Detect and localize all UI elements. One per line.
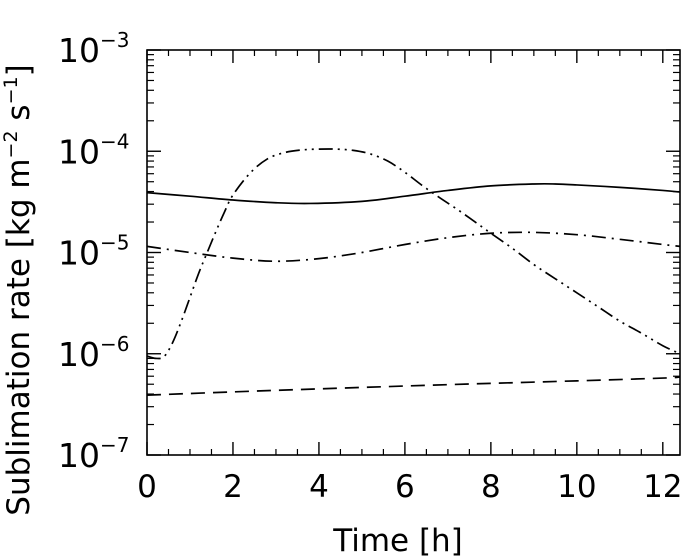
plot-frame [146, 49, 681, 456]
plot-area-border [146, 49, 681, 456]
x-axis-ticks [146, 50, 664, 455]
y-axis-ticks [147, 49, 680, 456]
y-tick-label: 10−5 [58, 231, 129, 273]
y-tick-label: 10−7 [58, 433, 129, 475]
x-tick-label: 8 [481, 469, 501, 505]
series-line-solid [146, 182, 681, 205]
x-tick-label: 12 [643, 469, 682, 505]
y-axis-label: Sublimation rate [kg m−2 s−1] [0, 64, 37, 515]
series-line-dashdot [146, 231, 681, 263]
y-tick-label: 10−4 [58, 129, 129, 171]
x-axis-label: Time [h] [332, 523, 463, 559]
series-line-dashdotdot [146, 148, 681, 360]
series-line-dashed [146, 376, 681, 396]
y-axis-label-close: ] [1, 64, 37, 76]
x-tick-label: 2 [223, 469, 243, 505]
y-axis-label-main: Sublimation rate [kg m [1, 158, 37, 515]
series-layer [146, 148, 681, 396]
x-tick-label: 10 [557, 469, 596, 505]
y-axis-label-exp-2: −1 [0, 76, 22, 104]
y-axis-tick-labels: 10−7 10−6 10−5 10−4 10−3 [58, 28, 129, 475]
x-tick-label: 0 [137, 469, 157, 505]
y-tick-label: 10−6 [58, 332, 129, 374]
y-tick-label: 10−3 [58, 28, 129, 70]
x-axis-tick-labels: 0 2 4 6 8 10 12 [137, 469, 682, 505]
y-axis-label-exp-1: −2 [0, 130, 22, 158]
x-tick-label: 4 [309, 469, 329, 505]
y-axis-label-unit: s [1, 104, 37, 130]
x-tick-label: 6 [395, 469, 415, 505]
